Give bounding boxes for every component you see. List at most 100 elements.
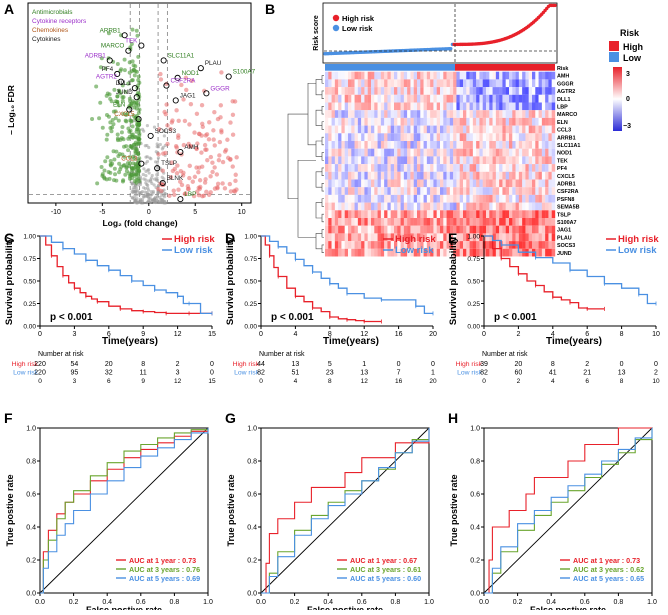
volcano-point-up — [159, 188, 164, 194]
heatmap-cell — [413, 94, 418, 103]
volcano-point-down — [134, 142, 139, 147]
heatmap-cell — [380, 241, 385, 249]
heatmap-cell — [338, 125, 342, 134]
heatmap-cell — [489, 117, 493, 126]
volcano-point-down — [102, 168, 107, 173]
heatmap-cell — [532, 87, 536, 95]
heatmap-cell — [341, 179, 345, 188]
volcano-point-down — [129, 172, 134, 177]
heatmap-cell — [426, 156, 431, 165]
heatmap-cell — [469, 102, 474, 111]
heatmap-cell — [390, 241, 395, 249]
heatmap-cell — [374, 233, 378, 242]
risk-time-label: 2 — [517, 378, 521, 385]
heatmap-cell — [341, 133, 345, 141]
heatmap-cell — [532, 79, 536, 88]
volcano-point-up — [191, 193, 197, 199]
heatmap-row-label: PLAU — [557, 235, 572, 241]
heatmap-cell — [463, 156, 467, 165]
volcano-point-ns — [130, 189, 134, 194]
volcano-point-up — [219, 70, 224, 75]
heatmap-cell — [535, 94, 539, 103]
volcano-point-down — [136, 97, 141, 102]
heatmap-cell — [453, 71, 457, 80]
heatmap-cell — [446, 102, 451, 111]
heatmap-cell — [518, 102, 523, 111]
volcano-point-up — [169, 160, 175, 165]
heatmap-cell — [331, 156, 336, 165]
x-tick-label: 12 — [174, 331, 182, 338]
heatmap-cell — [482, 171, 487, 180]
y-tick-label: 0.6 — [247, 492, 257, 499]
heatmap-cell — [495, 117, 500, 126]
heatmap-cell — [466, 87, 470, 95]
heatmap-cell — [344, 71, 349, 80]
heatmap-cell — [515, 71, 520, 80]
heatmap-cell — [374, 125, 378, 134]
volcano-point-up — [187, 163, 192, 169]
heatmap-cell — [354, 218, 359, 226]
heatmap-cell — [351, 202, 355, 211]
heatmap-cell — [545, 210, 549, 218]
dendrogram-branch — [307, 82, 316, 146]
heatmap-cell — [325, 133, 329, 141]
color-scale-bar — [613, 67, 622, 131]
heatmap-row-label: MARCO — [557, 112, 577, 118]
risk-count: 8 — [141, 361, 145, 368]
heatmap-cell — [446, 164, 451, 172]
heatmap-cell — [331, 164, 336, 172]
km-y-label: Survival probability — [225, 236, 236, 325]
heatmap-cell — [518, 202, 523, 211]
heatmap-cell — [371, 179, 375, 188]
volcano-point-up — [189, 78, 195, 83]
volcano-point-ns — [157, 199, 161, 204]
heatmap-cell — [351, 117, 355, 126]
heatmap-cell — [459, 110, 464, 118]
heatmap-cell — [472, 187, 477, 195]
heatmap-cell — [476, 148, 480, 157]
heatmap-cell — [341, 233, 345, 242]
volcano-point-down — [116, 88, 121, 93]
heatmap-cell — [463, 125, 467, 134]
heatmap-cell — [430, 187, 434, 195]
heatmap-cell — [459, 71, 464, 80]
heatmap-cell — [325, 102, 329, 111]
heatmap-cell — [387, 248, 391, 257]
heatmap-cell — [390, 164, 395, 172]
volcano-point-ns — [147, 197, 151, 201]
heatmap-cell — [413, 171, 418, 180]
heatmap-cell — [456, 87, 460, 95]
heatmap-cell — [400, 218, 405, 226]
heatmap-cell — [469, 79, 474, 88]
heatmap-cell — [397, 87, 401, 95]
heatmap-cell — [397, 125, 401, 134]
heatmap-cell — [420, 117, 424, 126]
heatmap-cell — [443, 125, 447, 134]
heatmap-cell — [377, 241, 382, 249]
volcano-point-down — [133, 64, 138, 69]
heatmap-cell — [351, 233, 355, 242]
heatmap-cell — [532, 187, 536, 195]
heatmap-cell — [443, 248, 447, 257]
heatmap-cell — [535, 187, 539, 195]
heatmap-cell — [357, 218, 362, 226]
heatmap-cell — [364, 79, 368, 88]
volcano-point-up — [234, 155, 239, 160]
heatmap-cell — [538, 187, 543, 195]
heatmap-cell — [341, 218, 345, 226]
heatmap-cell — [449, 79, 454, 88]
x-tick-label: 6 — [585, 331, 589, 338]
heatmap-cell — [476, 133, 480, 141]
heatmap-cell — [509, 156, 513, 165]
heatmap-cell — [440, 94, 444, 103]
heatmap-cell — [328, 179, 332, 188]
heatmap-cell — [551, 94, 556, 103]
heatmap-cell — [453, 79, 457, 88]
heatmap-cell — [476, 156, 480, 165]
heatmap-cell — [495, 171, 500, 180]
heatmap-cell — [502, 79, 506, 88]
heatmap-cell — [469, 202, 474, 211]
heatmap-cell — [502, 194, 506, 203]
heatmap-cell — [413, 117, 418, 126]
dendrogram-branch — [321, 213, 324, 223]
